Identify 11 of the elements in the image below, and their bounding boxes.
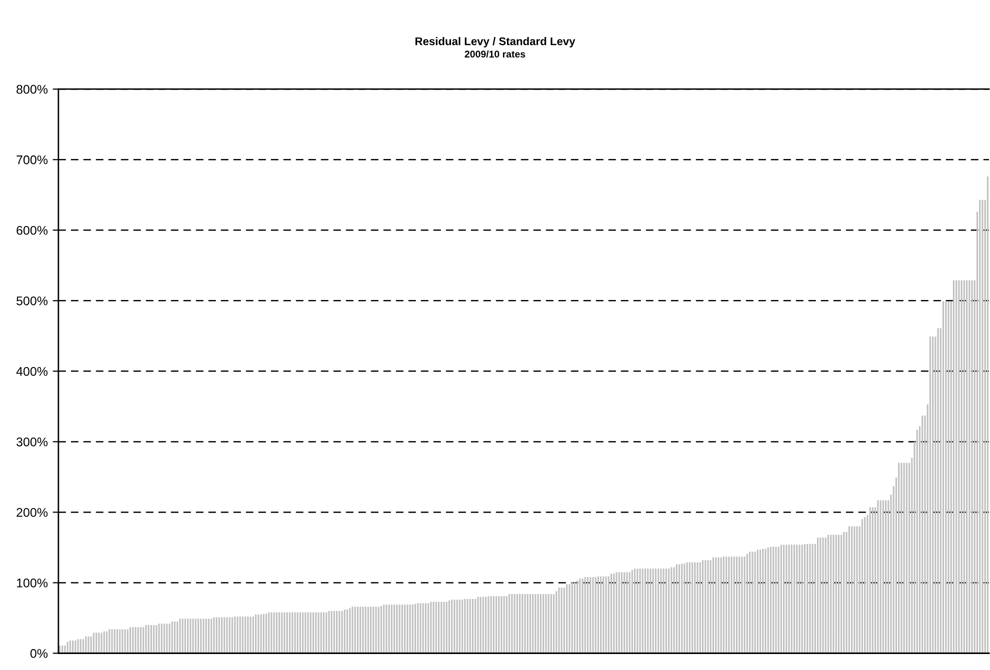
y-tick-label: 800% xyxy=(16,84,48,94)
y-tick-label: 100% xyxy=(16,578,48,588)
y-tick-label: 500% xyxy=(16,296,48,306)
y-tick-label: 200% xyxy=(16,508,48,517)
y-tick-label: 700% xyxy=(16,155,48,164)
y-tick-label: 400% xyxy=(16,366,48,376)
chart-subtitle: 2009/10 rates xyxy=(464,50,526,58)
y-tick-label: 300% xyxy=(16,438,48,446)
y-tick-label: 600% xyxy=(16,226,48,235)
y-tick-label: 0% xyxy=(30,649,48,658)
chart-title: Residual Levy / Standard Levy xyxy=(415,37,576,48)
